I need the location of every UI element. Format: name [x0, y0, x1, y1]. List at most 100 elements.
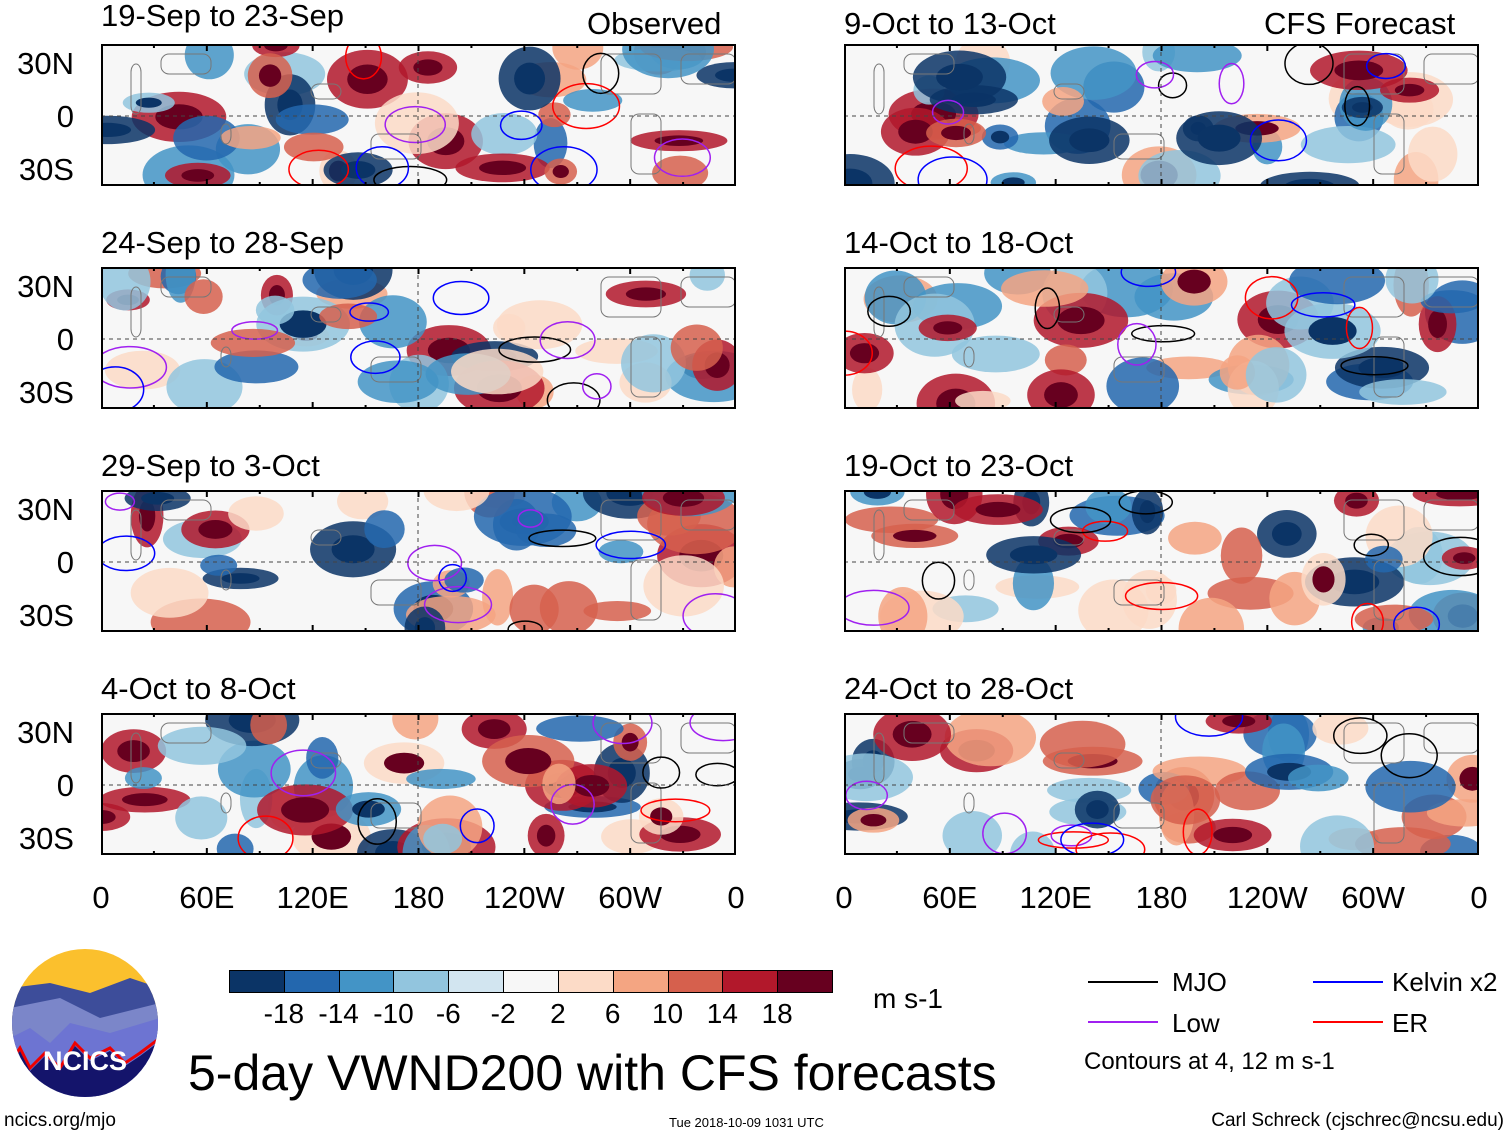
anomaly-shading	[892, 529, 937, 542]
lat-label: 30N	[17, 492, 74, 527]
anomaly-shading	[860, 813, 887, 827]
coastline	[963, 123, 975, 145]
coastline	[873, 509, 885, 561]
map-panel	[844, 267, 1479, 409]
anomaly-shading	[936, 63, 983, 91]
anomaly-shading	[331, 535, 375, 564]
lon-label: 60W	[1341, 880, 1406, 915]
anomaly-shading	[552, 165, 569, 179]
colorbar-bin	[448, 970, 505, 993]
coastline	[160, 722, 212, 744]
wave-contour	[1422, 536, 1479, 577]
anomaly-shading	[359, 295, 427, 349]
coastline	[600, 499, 662, 541]
anomaly-shading	[1345, 492, 1368, 509]
wave-contour	[682, 592, 736, 632]
wave-contour	[1174, 713, 1244, 737]
coastline	[1423, 276, 1479, 308]
anomaly-shading	[1044, 344, 1087, 376]
lon-label: 120E	[276, 880, 349, 915]
anomaly-shading	[505, 748, 552, 775]
colorbar-label: 10	[651, 998, 684, 1029]
anomaly-shading	[1436, 490, 1479, 501]
anomaly-shading	[1420, 290, 1479, 314]
anomaly-shading	[1078, 579, 1149, 632]
wave-contour	[1380, 732, 1438, 779]
anomaly-shading	[1300, 125, 1396, 164]
anomaly-shading	[563, 89, 623, 112]
anomaly-shading	[625, 287, 667, 301]
anomaly-shading	[990, 130, 1010, 144]
colorbar-label: -2	[490, 998, 516, 1029]
anomaly-shading	[1009, 545, 1058, 565]
wave-contour	[1284, 44, 1334, 86]
anomaly-shading	[955, 390, 1011, 409]
coastline	[220, 123, 232, 145]
anomaly-shading	[598, 540, 644, 564]
anomaly-shading	[1044, 382, 1078, 408]
wave-contour	[344, 44, 383, 80]
anomaly-shading	[200, 554, 238, 576]
colorbar-label: 2	[550, 998, 566, 1029]
lon-label: 0	[92, 880, 110, 915]
legend-low: Low	[1172, 1008, 1220, 1038]
wave-contour	[550, 783, 595, 825]
anomaly-shading	[220, 126, 281, 150]
anomaly-shading	[210, 328, 296, 357]
coastline	[1113, 802, 1165, 829]
colorbar-units: m s-1	[873, 983, 943, 1014]
anomaly-shading	[652, 155, 709, 186]
colorbar-label: -6	[435, 998, 461, 1029]
anomaly-shading	[1042, 87, 1084, 116]
anomaly-shading	[1408, 126, 1458, 182]
wave-contour	[407, 544, 463, 582]
wave-contour	[101, 345, 168, 389]
anomaly-shading	[1177, 269, 1211, 294]
anomaly-shading	[255, 295, 295, 325]
coastline	[680, 499, 736, 531]
figure-title: 5-day VWND200 with CFS forecasts	[188, 1045, 997, 1101]
anomaly-shading	[583, 600, 652, 622]
coastline	[220, 569, 232, 591]
anomaly-shading	[1385, 267, 1439, 304]
wave-contour	[592, 713, 653, 745]
legend-er: ER	[1392, 1008, 1429, 1038]
wave-contour	[1340, 356, 1409, 376]
coastline	[873, 286, 885, 338]
wave-contour	[894, 145, 968, 186]
map-panel	[844, 713, 1479, 855]
panel-title: 24-Sep to 28-Sep	[101, 225, 345, 260]
wave-contour	[432, 280, 490, 316]
anomaly-shading	[662, 490, 705, 507]
wave-contour	[237, 815, 294, 855]
panel-title: 19-Oct to 23-Oct	[844, 448, 1074, 483]
colorbar-bin	[229, 970, 285, 993]
coastline	[903, 499, 955, 521]
anomaly-shading	[1352, 102, 1373, 113]
anomaly-shading	[1300, 815, 1374, 855]
panel-title: 29-Sep to 3-Oct	[101, 448, 320, 483]
anomaly-shading	[423, 823, 463, 855]
coastline	[630, 559, 662, 621]
colorbar-bin	[612, 970, 669, 993]
coastline	[1053, 306, 1085, 323]
lat-label: 30N	[17, 715, 74, 750]
coastline	[963, 569, 975, 591]
wave-contour	[423, 585, 493, 624]
wave-contour	[355, 145, 410, 186]
footer-url[interactable]: ncics.org/mjo	[4, 1110, 116, 1131]
anomaly-shading	[689, 267, 725, 291]
legend-kelvin-line	[1313, 981, 1383, 983]
coastline	[1113, 356, 1165, 383]
anomaly-shading	[622, 44, 714, 79]
wave-contour	[1350, 602, 1385, 632]
coastline	[630, 782, 662, 844]
colorbar-label: 18	[761, 998, 793, 1029]
wave-contour	[1157, 72, 1188, 99]
legend-er-line	[1313, 1021, 1383, 1023]
map-panel	[101, 490, 736, 632]
anomaly-shading	[1312, 713, 1369, 745]
wave-contour	[595, 530, 667, 560]
coastline	[1113, 579, 1165, 606]
lon-label: 60E	[922, 880, 978, 915]
